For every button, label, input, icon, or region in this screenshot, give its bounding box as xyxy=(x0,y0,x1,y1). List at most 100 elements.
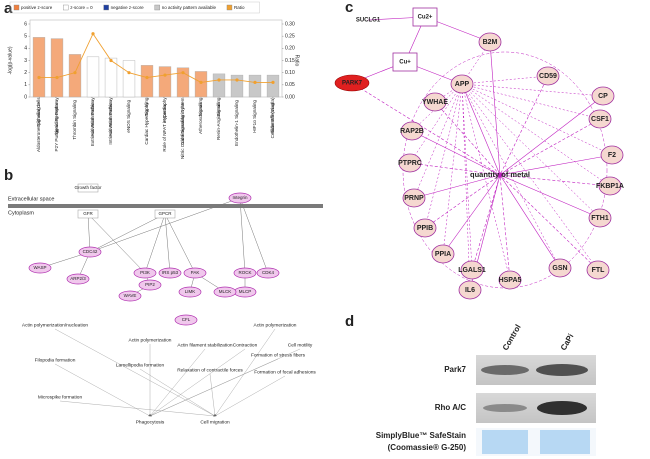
pathway-node xyxy=(174,314,198,326)
row-label: Park7 xyxy=(444,365,466,374)
bar xyxy=(68,54,82,98)
network-node xyxy=(498,270,522,290)
compartment-label: Extracellular space xyxy=(8,196,54,202)
node-label: YWHAE xyxy=(422,99,448,106)
x-tick-label: Extrinsic Prothrombin Activation Pathway xyxy=(90,97,95,146)
edge xyxy=(139,368,216,417)
legend-label: negative z-score xyxy=(111,5,145,10)
edge xyxy=(499,95,604,176)
pathway-node xyxy=(77,209,99,219)
edge xyxy=(499,174,599,271)
edge xyxy=(498,174,511,281)
blot-band xyxy=(540,430,590,454)
blot-band xyxy=(481,365,529,375)
network-node xyxy=(402,188,426,208)
bar xyxy=(104,57,118,98)
pathway-node xyxy=(183,267,207,279)
process-label: Cell migration xyxy=(200,419,230,425)
x-tick-label: Cellular Effects of Sildenafil (Viagra) xyxy=(270,97,275,138)
y2-tick-label: 0.30 xyxy=(285,21,295,27)
panel-label: c xyxy=(345,0,353,16)
edge xyxy=(239,197,247,274)
label-line: Cellular Effects of xyxy=(270,102,275,139)
ratio-point xyxy=(217,78,221,82)
node-label: WASP xyxy=(33,265,46,270)
network-node xyxy=(392,52,418,72)
node-label: CDC42 xyxy=(83,249,98,254)
process-label: Lamellipodia formation xyxy=(116,362,165,368)
x-tick-label: eNOS Signaling xyxy=(126,100,131,133)
edge xyxy=(409,162,501,177)
pathway-node xyxy=(154,209,176,219)
pathway-node xyxy=(78,246,102,258)
process-label: Contraction xyxy=(233,342,258,348)
x-tick-label: Intrinsic Prothrombin Activation Pathway xyxy=(108,97,113,145)
ratio-point xyxy=(199,80,203,84)
label-line: P2Y Purigenic Receptor xyxy=(54,102,59,151)
ratio-point xyxy=(271,80,275,84)
edge xyxy=(351,82,501,176)
y-axis-label: -log(p-value) xyxy=(7,46,13,74)
edge xyxy=(214,328,276,417)
node-label: B2M xyxy=(483,39,498,46)
pathway-node xyxy=(213,286,237,298)
label-line: Nitric Oxide Signaling in the xyxy=(180,102,185,159)
ratio-point xyxy=(55,75,59,80)
network-node xyxy=(591,86,615,106)
edge xyxy=(499,173,611,187)
node-label: PARK7 xyxy=(342,81,363,87)
edge xyxy=(413,83,463,199)
edge xyxy=(424,83,463,229)
node-label: Cu2+ xyxy=(418,15,433,21)
edge xyxy=(442,83,463,255)
edge xyxy=(54,328,216,417)
ratio-line xyxy=(39,32,273,83)
process-label: Actin polymerization xyxy=(254,322,297,328)
bar xyxy=(248,74,262,98)
node-label: Cu+ xyxy=(399,60,411,66)
edge xyxy=(461,83,561,269)
y-tick-label: 0 xyxy=(24,94,27,100)
network-node xyxy=(548,258,572,278)
node-label: LIMK xyxy=(185,289,196,294)
label-line: Sildenafil (Viagra) xyxy=(270,97,275,135)
node-label: CFL xyxy=(182,317,191,322)
node-label: MLCK xyxy=(219,289,232,294)
label-line: Activation Pathway xyxy=(108,97,113,138)
edge xyxy=(442,174,501,255)
edge xyxy=(87,213,146,274)
process-label: Formation of stress fibers xyxy=(251,352,306,358)
panel-label: b xyxy=(4,167,13,184)
node-label: CDK4 xyxy=(262,270,275,275)
label-line: Cardiovascular System xyxy=(180,97,185,146)
process-label: Formation of focal adhesions xyxy=(254,369,316,375)
network-node xyxy=(413,218,437,238)
network-node xyxy=(588,208,612,228)
ratio-point xyxy=(145,75,149,80)
label-line: Signaling xyxy=(216,97,221,118)
node-label: PRNP xyxy=(404,195,424,202)
process-label: Microspike formation xyxy=(38,394,83,400)
row-label: Rho A/C xyxy=(435,403,466,412)
pathway-node xyxy=(77,183,99,193)
node-label: HSPA5 xyxy=(499,277,522,284)
network-node xyxy=(460,260,484,280)
bar xyxy=(50,38,64,98)
edge xyxy=(461,83,471,291)
node-label: CD59 xyxy=(539,73,557,80)
label-line: Signaling Pathway xyxy=(54,97,59,137)
node-label: PPIA xyxy=(435,251,451,258)
node-label: CP xyxy=(598,93,608,100)
row-label: (Coomassie® G-250) xyxy=(388,443,467,452)
label-line: Cardiac Hypertrophy xyxy=(144,102,149,145)
y-tick-label: 3 xyxy=(24,58,27,64)
edge xyxy=(424,174,501,229)
edge xyxy=(461,83,601,120)
edge xyxy=(461,83,611,187)
bar xyxy=(158,66,172,98)
bar xyxy=(230,74,244,98)
network-node xyxy=(412,7,438,27)
node-label: GSN xyxy=(552,265,567,272)
node-label: IL6 xyxy=(465,287,475,294)
edge xyxy=(411,83,463,132)
